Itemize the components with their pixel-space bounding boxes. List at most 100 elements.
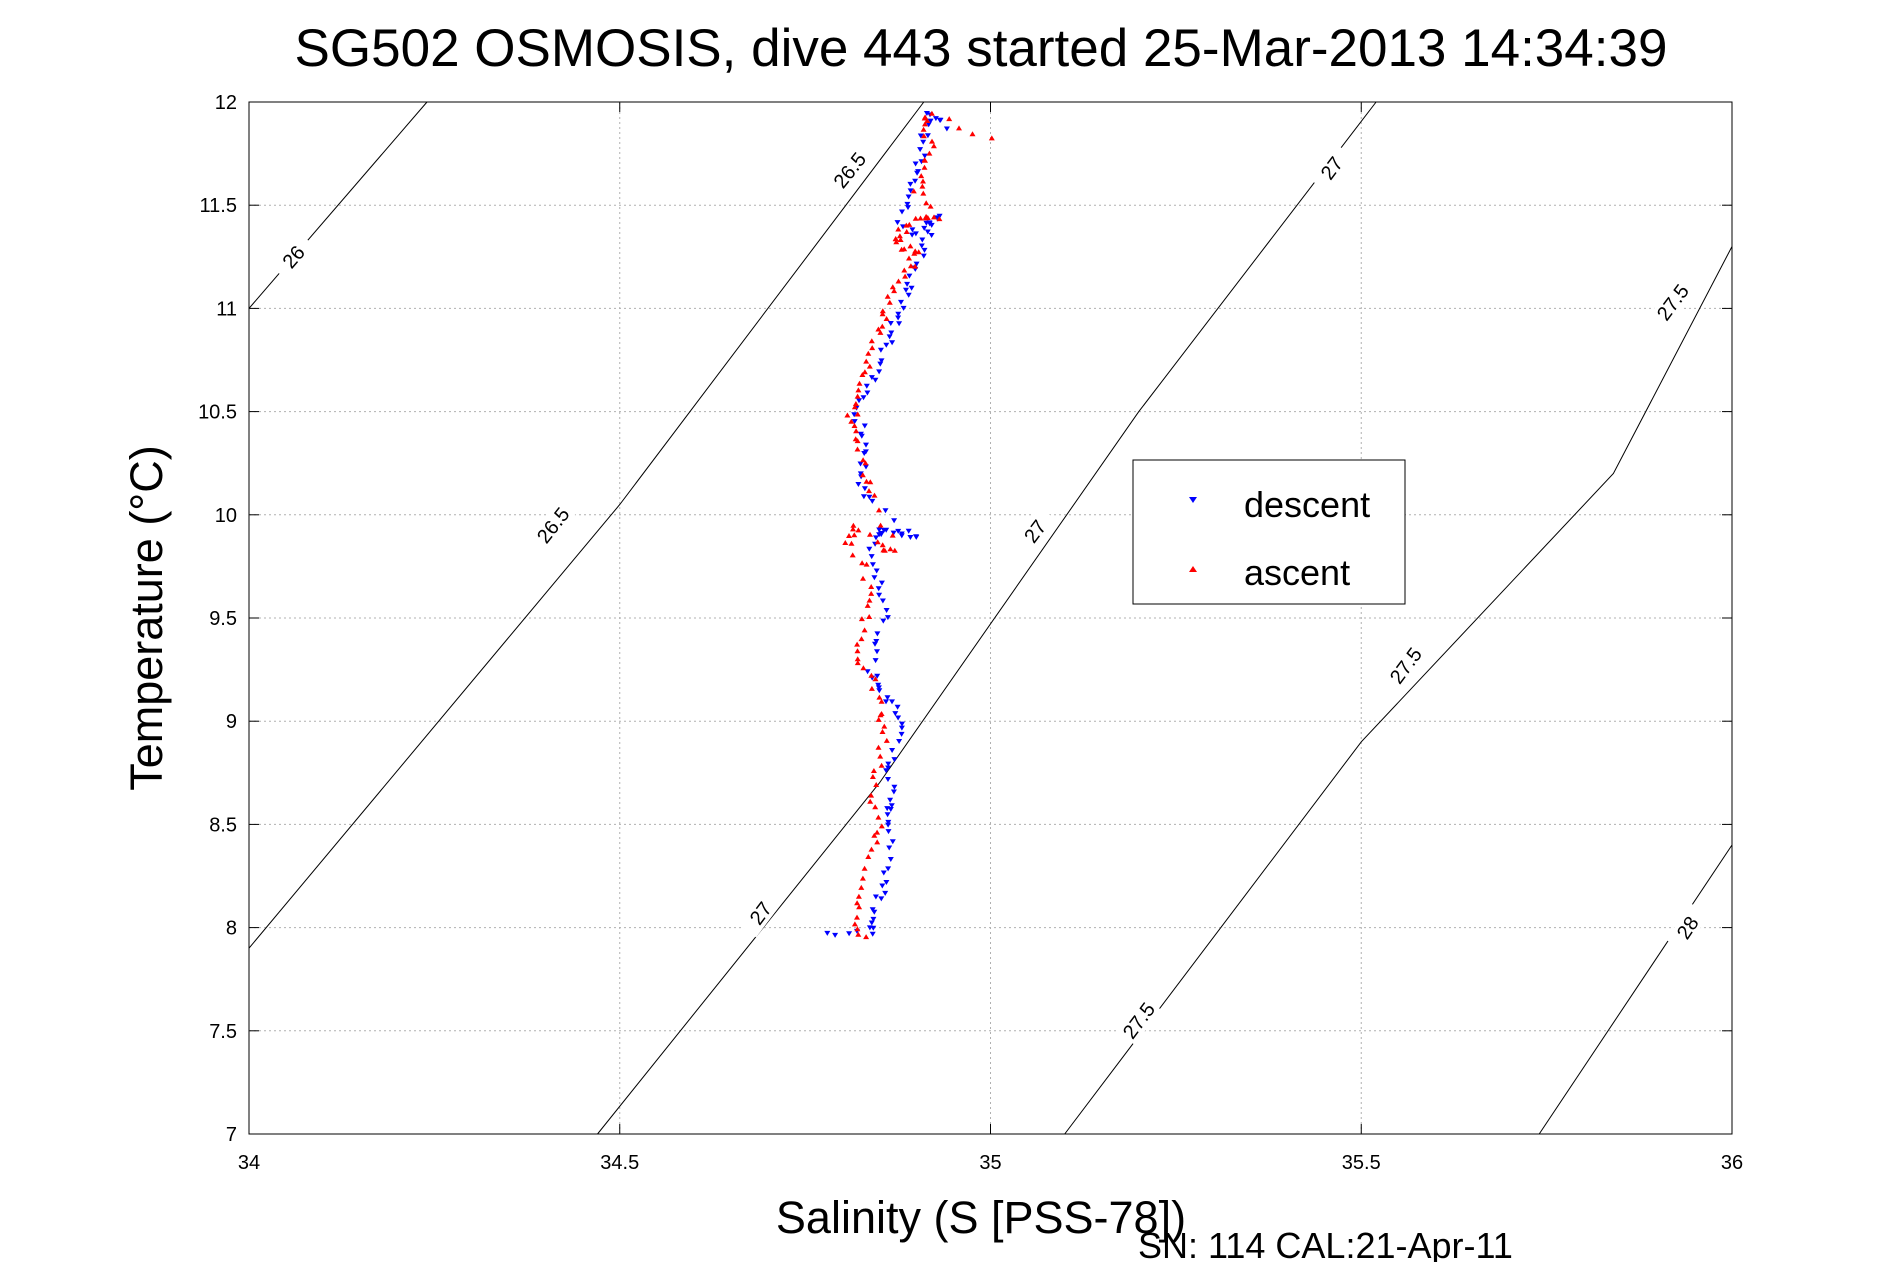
ascent-point xyxy=(881,723,888,729)
ascent-point xyxy=(874,539,881,545)
ascent-point xyxy=(856,380,863,386)
contour-label-mask xyxy=(1012,507,1058,556)
ascent-point xyxy=(910,188,917,194)
descent-point xyxy=(880,870,887,876)
descent-point xyxy=(878,531,885,536)
ascent-point xyxy=(864,602,871,608)
ascent-point xyxy=(871,492,878,498)
ascent-point xyxy=(875,814,882,820)
descent-point xyxy=(866,494,873,500)
y-tick-label: 8.5 xyxy=(209,814,237,836)
descent-point xyxy=(899,721,905,727)
descent-point xyxy=(832,932,839,938)
descent-point xyxy=(888,330,895,336)
ascent-point xyxy=(866,597,873,603)
density-contour-line xyxy=(597,101,1377,1135)
descent-point xyxy=(895,715,902,721)
x-axis-label: Salinity (S [PSS-78]) xyxy=(776,1192,1186,1243)
contour-label-mask xyxy=(1383,641,1428,690)
descent-point xyxy=(915,169,922,175)
descent-point xyxy=(885,761,892,767)
descent-point xyxy=(899,209,905,215)
descent-point xyxy=(896,321,903,327)
y-tick-label: 7 xyxy=(226,1124,237,1146)
ascent-point xyxy=(946,116,953,122)
ascent-point xyxy=(860,575,866,581)
ascent-point xyxy=(906,221,913,227)
descent-point xyxy=(885,822,892,828)
contour-label-mask xyxy=(1666,903,1709,952)
descent-point xyxy=(857,461,864,467)
descent-point xyxy=(883,699,889,705)
descent-point xyxy=(905,528,912,534)
ascent-point xyxy=(920,133,927,139)
ascent-point xyxy=(930,143,937,149)
descent-point xyxy=(909,232,916,238)
descent-point xyxy=(885,777,891,782)
descent-point xyxy=(907,188,914,194)
descent-point xyxy=(860,395,867,401)
ascent-point xyxy=(928,110,935,116)
descent-point xyxy=(882,508,889,514)
descent-point xyxy=(857,431,864,437)
ascent-point xyxy=(866,488,872,494)
x-tick-label: 34 xyxy=(238,1152,260,1174)
descent-point xyxy=(924,133,931,139)
ascent-point xyxy=(860,457,867,463)
ascent-point xyxy=(849,552,856,558)
descent-point xyxy=(861,423,868,429)
ascent-point xyxy=(868,792,875,798)
ascent-point xyxy=(883,737,890,743)
ascent-point xyxy=(865,854,872,859)
ascent-point xyxy=(896,233,903,239)
descent-point xyxy=(906,273,913,279)
descent-point xyxy=(855,482,862,487)
descent-point xyxy=(909,227,916,233)
ascent-point xyxy=(880,547,887,553)
ascent-point xyxy=(883,316,890,321)
descent-point xyxy=(936,213,943,219)
descent-point xyxy=(824,930,831,936)
descent-point xyxy=(882,890,889,896)
ascent-point xyxy=(866,614,873,619)
ascent-point xyxy=(861,627,868,633)
ascent-point xyxy=(854,660,861,666)
ascent-point xyxy=(878,698,885,704)
descent-point xyxy=(873,568,880,574)
descent-point xyxy=(887,321,894,326)
descent-point xyxy=(890,789,897,795)
ascent-point xyxy=(988,135,995,141)
density-contour-line xyxy=(248,101,925,949)
ascent-point xyxy=(851,921,858,927)
ascent-point xyxy=(912,248,919,254)
ascent-point xyxy=(848,540,855,546)
ascent-point xyxy=(920,178,926,184)
descent-point xyxy=(877,347,884,353)
ascent-point xyxy=(868,846,875,852)
ascent-point xyxy=(901,267,908,273)
descent-point xyxy=(868,920,875,926)
ascent-point xyxy=(872,676,879,682)
descent-point xyxy=(879,883,886,889)
y-tick-labels: 7 7.5 8 8.5 9 9.5 10 10.5 11 11.5 12 xyxy=(198,92,237,1146)
descent-point xyxy=(898,725,905,731)
ascent-point xyxy=(907,243,914,249)
ascent-point xyxy=(859,875,866,881)
descent-point xyxy=(880,618,887,624)
ascent-point xyxy=(868,338,875,344)
ascent-point xyxy=(926,150,933,156)
ascent-point xyxy=(912,215,919,221)
descent-point xyxy=(873,535,879,541)
descent-point xyxy=(903,287,909,293)
descent-point xyxy=(905,292,912,298)
descent-point xyxy=(898,299,904,305)
descent-point xyxy=(879,598,886,604)
ascent-point xyxy=(956,125,962,131)
ascent-point xyxy=(895,278,902,284)
descent-point xyxy=(872,658,879,664)
descent-point xyxy=(861,486,868,492)
ascent-point xyxy=(927,203,934,209)
y-tick-label: 8 xyxy=(226,918,237,940)
descent-point xyxy=(924,229,931,235)
